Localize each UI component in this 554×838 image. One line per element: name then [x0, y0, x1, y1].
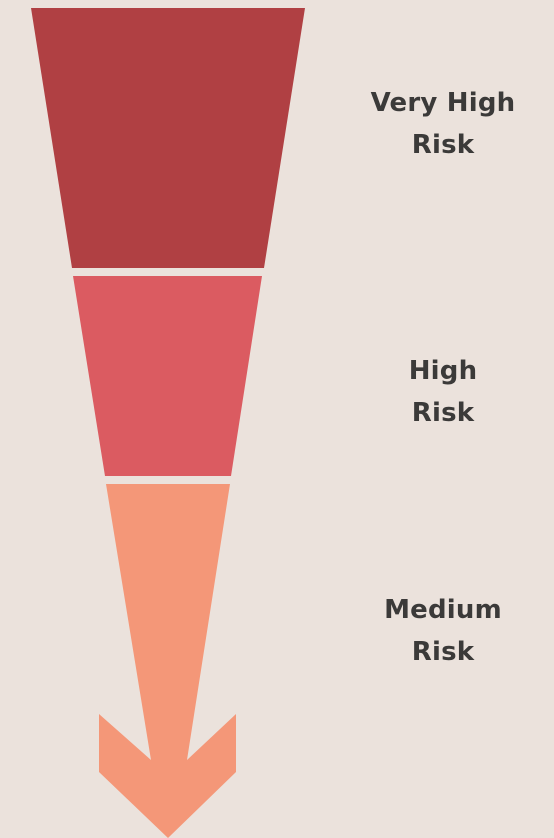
medium-risk-arrow: [99, 484, 236, 838]
very-high-risk-segment: [31, 8, 305, 268]
medium-risk-label: Medium Risk: [368, 589, 518, 673]
high-risk-segment: [73, 276, 262, 476]
medium-risk-label-line2: Risk: [411, 637, 475, 667]
high-risk-label-line2: Risk: [411, 398, 475, 428]
very-high-risk-label: Very High Risk: [368, 82, 518, 166]
high-risk-label-line1: High: [408, 356, 478, 386]
very-high-risk-label-line2: Risk: [411, 130, 475, 160]
very-high-risk-label-line1: Very High: [370, 88, 516, 118]
medium-risk-label-line1: Medium: [384, 595, 502, 625]
high-risk-label: High Risk: [368, 350, 518, 434]
